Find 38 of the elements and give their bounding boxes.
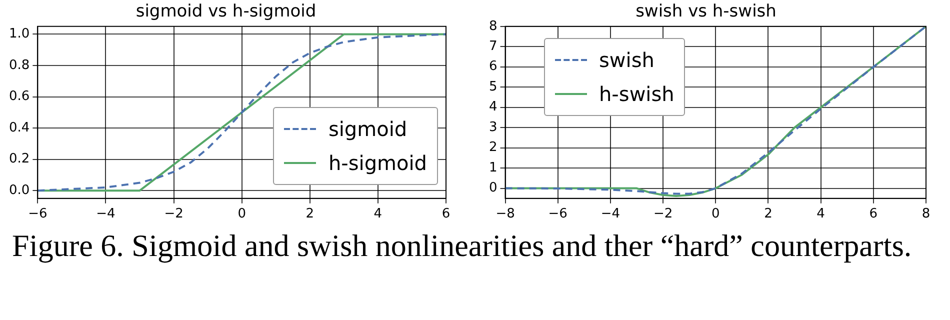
caption: Figure 6. Sigmoid and swish nonlinearities and ther “hard” counterparts. bbox=[12, 228, 913, 263]
y-tick-label: 1 bbox=[488, 160, 498, 176]
x-tick-label: −4 bbox=[96, 206, 116, 222]
x-tick-label: −6 bbox=[548, 206, 568, 222]
x-tick-label: 6 bbox=[442, 206, 450, 222]
x-tick-label: −2 bbox=[164, 206, 184, 222]
x-tick-label: 6 bbox=[869, 206, 878, 222]
legend-label: h-sigmoid bbox=[328, 150, 427, 177]
x-tick-label: 0 bbox=[238, 206, 246, 222]
y-tick-label: 0.0 bbox=[8, 182, 30, 198]
x-tick-label: 4 bbox=[816, 206, 825, 222]
y-tick-label: 0.2 bbox=[8, 152, 30, 167]
chart-title: swish vs h-swish bbox=[636, 2, 776, 22]
y-tick-label: 8 bbox=[488, 18, 498, 34]
y-tick-label: 0.6 bbox=[8, 89, 30, 104]
y-tick-label: 0.4 bbox=[8, 120, 30, 136]
x-tick-label: −8 bbox=[496, 206, 515, 222]
y-tick-label: 5 bbox=[488, 79, 498, 94]
y-tick-label: 0 bbox=[488, 180, 498, 196]
y-tick-label: 6 bbox=[488, 59, 498, 74]
y-tick-label: 0.8 bbox=[8, 58, 30, 73]
legend-label: sigmoid bbox=[328, 116, 408, 143]
x-tick-label: −6 bbox=[28, 206, 48, 222]
y-tick-label: 3 bbox=[488, 120, 498, 135]
x-tick-label: 2 bbox=[306, 206, 314, 222]
x-tick-label: −2 bbox=[653, 206, 673, 222]
y-tick-label: 1.0 bbox=[8, 26, 30, 42]
legend-label: swish bbox=[599, 47, 654, 74]
y-tick-label: 2 bbox=[488, 140, 498, 156]
x-tick-label: 4 bbox=[374, 206, 382, 222]
x-tick-label: 2 bbox=[764, 206, 772, 222]
chart-title: sigmoid vs h-sigmoid bbox=[136, 2, 316, 22]
x-tick-label: 8 bbox=[922, 206, 930, 222]
x-tick-label: 0 bbox=[711, 206, 720, 222]
legend-label: h-swish bbox=[599, 81, 674, 108]
x-tick-label: −4 bbox=[600, 206, 620, 222]
y-tick-label: 7 bbox=[488, 39, 498, 54]
y-tick-label: 4 bbox=[488, 100, 498, 115]
